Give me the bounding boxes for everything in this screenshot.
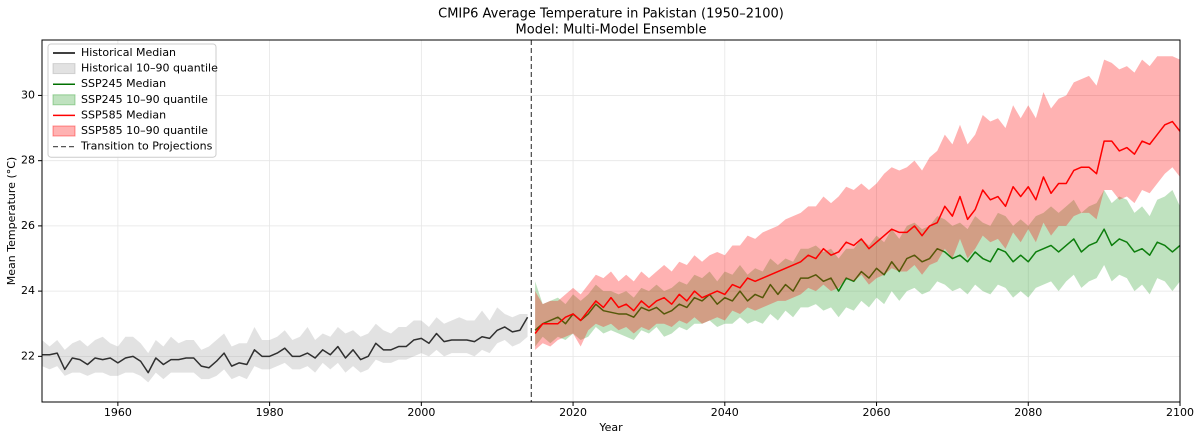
y-tick-label: 22 (21, 349, 35, 362)
y-tick-label: 30 (21, 88, 35, 101)
legend-label: Historical Median (81, 46, 176, 59)
median-line (42, 316, 529, 374)
legend-swatch (52, 125, 76, 137)
x-tick-label: 2080 (1014, 406, 1042, 419)
y-tick-label: 24 (21, 284, 35, 297)
legend-label: SSP245 Median (81, 77, 166, 90)
x-axis-label: Year (598, 421, 623, 434)
legend-label: Transition to Projections (80, 140, 213, 153)
legend-swatch (52, 63, 76, 75)
y-tick-label: 26 (21, 219, 35, 232)
x-tick-label: 1960 (104, 406, 132, 419)
legend-label: Historical 10–90 quantile (81, 62, 218, 75)
y-axis-label: Mean Temperature (°C) (5, 157, 18, 285)
x-tick-label: 1980 (256, 406, 284, 419)
legend: Historical Median Historical 10–90 quanti… (47, 43, 218, 158)
legend-label: SSP585 Median (81, 108, 166, 121)
legend-label: SSP585 10–90 quantile (81, 124, 208, 137)
legend-label: SSP245 10–90 quantile (81, 93, 208, 106)
legend-swatch (52, 94, 76, 106)
x-tick-label: 2020 (559, 406, 587, 419)
chart-title: CMIP6 Average Temperature in Pakistan (1… (438, 7, 784, 22)
quantile-band (535, 190, 1180, 347)
x-tick-label: 2100 (1166, 406, 1194, 419)
plot-area (42, 40, 1181, 402)
median-line (534, 228, 1181, 331)
legend-box (47, 43, 217, 158)
axes-frame (41, 39, 1181, 403)
x-tick-label: 2060 (863, 406, 891, 419)
median-line (534, 120, 1181, 334)
x-tick-label: 2040 (711, 406, 739, 419)
quantile-band (42, 307, 528, 383)
chart-subtitle: Model: Multi-Model Ensemble (516, 23, 707, 38)
axes: 1960 1980 2000 2020 2040 2060 2080 2100 22 24 26 28… (21, 88, 1194, 419)
x-tick-label: 2000 (407, 406, 435, 419)
y-tick-label: 28 (21, 154, 35, 167)
quantile-band (535, 56, 1180, 350)
